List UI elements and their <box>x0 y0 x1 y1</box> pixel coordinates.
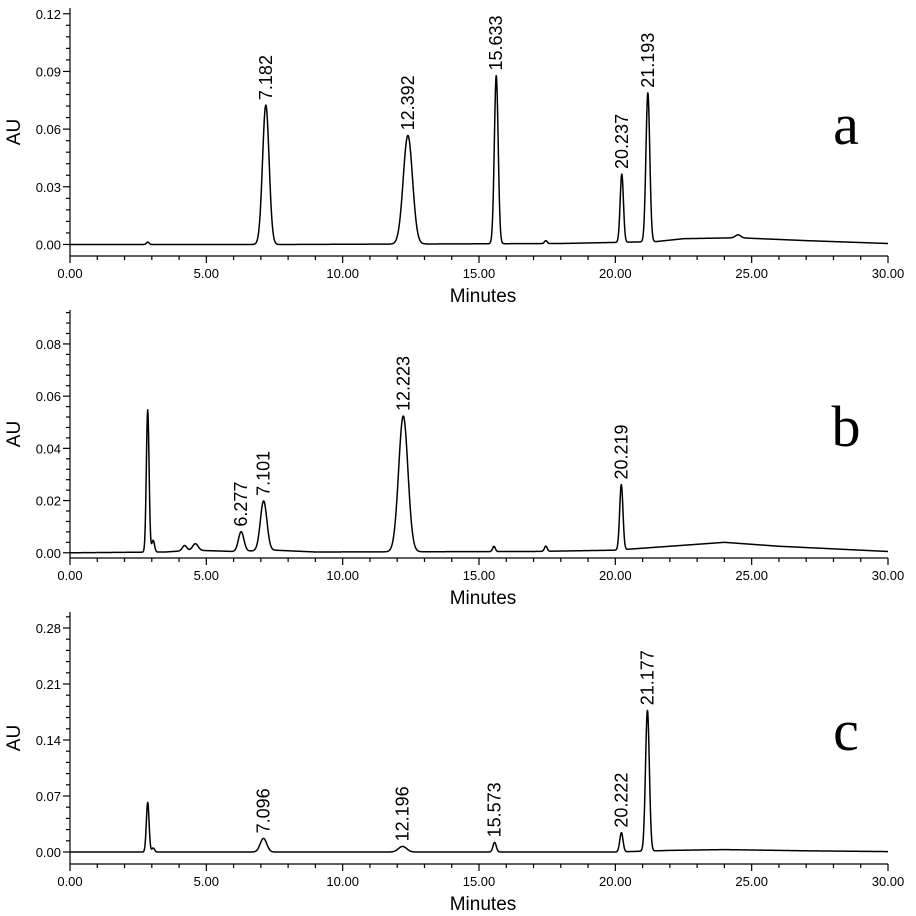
chromatogram-figure: 0.00 5.00 10.00 15.00 20.00 25.00 30.00 0.00 0.0… <box>0 0 916 916</box>
y-tick-label: 0.08 <box>36 337 61 352</box>
chromatogram-trace <box>70 710 888 852</box>
y-tick-label: 0.00 <box>36 546 61 561</box>
y-tick-label: 0.04 <box>36 441 61 456</box>
peak-label: 20.219 <box>611 424 631 479</box>
x-tick-label: 25.00 <box>735 266 768 281</box>
peak-label: 12.392 <box>398 75 418 130</box>
y-tick-label: 0.00 <box>36 845 61 860</box>
x-axis-title: Minutes <box>450 588 517 609</box>
x-tick-label: 30.00 <box>872 266 905 281</box>
x-tick-label: 15.00 <box>463 874 496 889</box>
x-tick-label: 25.00 <box>735 874 768 889</box>
x-tick-label: 0.00 <box>57 266 82 281</box>
y-tick-label: 0.06 <box>36 389 61 404</box>
y-tick-label: 0.09 <box>36 64 61 79</box>
peak-label: 6.277 <box>231 482 251 527</box>
y-tick-label: 0.00 <box>36 237 61 252</box>
y-tick-label: 0.21 <box>36 677 61 692</box>
peak-label: 21.177 <box>637 650 657 705</box>
peak-label: 20.237 <box>612 114 632 169</box>
x-tick-label: 0.00 <box>57 568 82 583</box>
x-tick-label: 15.00 <box>463 266 496 281</box>
x-tick-label: 15.00 <box>463 568 496 583</box>
panel-letter: a <box>833 92 859 157</box>
y-axis-title: AU <box>4 119 25 145</box>
x-tick-label: 10.00 <box>326 568 359 583</box>
peak-label: 7.182 <box>256 55 276 100</box>
panel-a: 0.00 5.00 10.00 15.00 20.00 25.00 30.00 0.00 0.0… <box>4 7 904 307</box>
peak-label: 21.193 <box>638 33 658 88</box>
panel-letter: b <box>832 394 861 459</box>
peak-label: 7.096 <box>253 788 273 833</box>
panel-letter: c <box>833 698 859 763</box>
peak-label: 15.573 <box>485 782 505 837</box>
chromatogram-trace <box>70 76 888 245</box>
y-axis-title: AU <box>4 421 25 447</box>
y-tick-label: 0.02 <box>36 494 61 509</box>
x-tick-label: 5.00 <box>194 266 219 281</box>
peak-label: 20.222 <box>611 773 631 828</box>
y-axis-title: AU <box>4 725 25 751</box>
y-tick-label: 0.12 <box>36 7 61 22</box>
x-tick-label: 5.00 <box>194 874 219 889</box>
x-tick-label: 25.00 <box>735 568 768 583</box>
x-tick-label: 5.00 <box>194 568 219 583</box>
chromatogram-trace <box>70 410 888 553</box>
y-tick-label: 0.28 <box>36 621 61 636</box>
y-tick-label: 0.06 <box>36 122 61 137</box>
x-tick-label: 20.00 <box>599 874 632 889</box>
x-tick-label: 0.00 <box>57 874 82 889</box>
y-tick-label: 0.03 <box>36 180 61 195</box>
y-tick-label: 0.14 <box>36 733 61 748</box>
panel-c: 0.00 5.00 10.00 15.00 20.00 25.00 30.00 0.00 0.0… <box>4 612 904 915</box>
x-tick-label: 20.00 <box>599 266 632 281</box>
x-tick-label: 10.00 <box>326 266 359 281</box>
y-tick-label: 0.07 <box>36 789 61 804</box>
x-axis-title: Minutes <box>450 894 517 915</box>
x-tick-label: 30.00 <box>872 874 905 889</box>
x-tick-label: 20.00 <box>599 568 632 583</box>
peak-label: 7.101 <box>254 451 274 496</box>
x-tick-label: 30.00 <box>872 568 905 583</box>
x-tick-label: 10.00 <box>326 874 359 889</box>
x-axis-title: Minutes <box>450 286 517 307</box>
peak-label: 12.223 <box>393 356 413 411</box>
panel-b: 0.00 5.00 10.00 15.00 20.00 25.00 30.00 0.00 0.0… <box>4 310 904 609</box>
peak-label: 15.633 <box>486 15 506 70</box>
peak-label: 12.196 <box>393 786 413 841</box>
